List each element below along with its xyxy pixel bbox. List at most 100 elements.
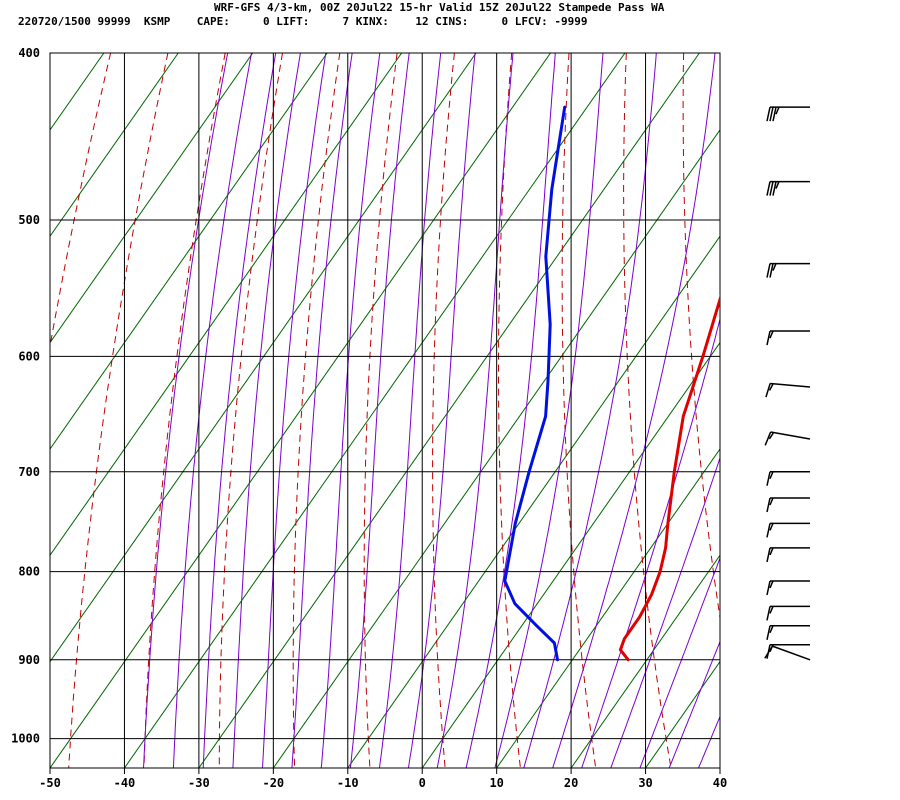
isotherm-line xyxy=(50,53,328,450)
temperature-line xyxy=(618,294,720,662)
dewpoint-line xyxy=(503,105,567,662)
wind-barb-feather xyxy=(769,625,774,634)
dry-adiabat-line xyxy=(143,53,226,768)
y-tick-label: 700 xyxy=(18,465,40,479)
wind-barb-feather xyxy=(769,106,774,122)
moist-adiabat-line xyxy=(232,53,301,768)
isotherm-line xyxy=(50,53,254,344)
isotherm-line xyxy=(570,554,720,768)
moist-adiabat-line xyxy=(143,53,229,768)
x-tick-label: 0 xyxy=(419,776,426,790)
wind-barb-feather xyxy=(766,523,771,538)
wind-barb-feather xyxy=(764,431,772,446)
dry-adiabat-line xyxy=(741,53,822,768)
wind-barb-feather xyxy=(766,181,771,196)
wind-barb-feather xyxy=(769,523,774,531)
y-tick-label: 500 xyxy=(18,213,40,227)
moist-adiabat-line xyxy=(465,53,556,768)
isotherm-line xyxy=(50,53,477,663)
wind-barb xyxy=(766,580,810,596)
isotherm-line xyxy=(272,129,720,768)
isotherm-line xyxy=(719,767,720,768)
moist-adiabat-line xyxy=(202,53,277,768)
isotherm-line xyxy=(50,53,105,131)
isotherm-line xyxy=(50,53,179,238)
dry-adiabat-line xyxy=(561,53,597,768)
isotherm-line xyxy=(198,53,700,768)
chart-header: WRF-GFS 4/3-km, 00Z 20Jul22 15-hr Valid … xyxy=(0,0,900,32)
x-tick-label: 40 xyxy=(713,776,727,790)
isotherm-line xyxy=(50,53,403,557)
x-tick-label: -50 xyxy=(39,776,61,790)
wind-barb-staff xyxy=(770,431,811,440)
moist-adiabat-line xyxy=(291,53,353,768)
moist-adiabat-line xyxy=(698,715,720,768)
wind-barb-feather xyxy=(765,383,771,398)
dry-adiabat-line xyxy=(623,53,672,768)
wind-barb-feather xyxy=(766,471,771,486)
wind-barb-feather xyxy=(766,263,771,278)
dry-adiabat-line xyxy=(682,53,720,622)
wind-barb-feather xyxy=(764,645,774,659)
wind-barb xyxy=(766,605,810,621)
wind-barb-feather xyxy=(775,181,780,189)
moist-adiabat-line xyxy=(639,556,720,768)
plot-frame xyxy=(49,52,721,769)
wind-barb-feather xyxy=(768,383,774,391)
isotherm-line xyxy=(794,53,900,768)
isotherm-line xyxy=(124,53,626,768)
x-tick-label: -30 xyxy=(188,776,210,790)
wind-barb-staff xyxy=(770,382,811,388)
moist-adiabat-line xyxy=(407,53,476,768)
moist-adiabat-line xyxy=(379,53,442,768)
wind-barb xyxy=(766,625,810,640)
x-tick-label: 30 xyxy=(638,776,652,790)
wind-barb-feather xyxy=(775,106,780,115)
moist-adiabat-line xyxy=(349,53,410,768)
dry-adiabat-lines xyxy=(50,53,900,768)
isotherm-line xyxy=(347,235,720,768)
y-tick-label: 600 xyxy=(18,349,40,363)
x-tick-label: 10 xyxy=(489,776,503,790)
wind-barb-feather xyxy=(772,106,777,122)
x-tick-label: -40 xyxy=(114,776,136,790)
wind-barb xyxy=(766,471,810,486)
wind-barb xyxy=(766,180,810,196)
grid-lines xyxy=(49,52,721,774)
y-tick-label: 1000 xyxy=(11,732,40,746)
y-tick-label: 400 xyxy=(18,46,40,60)
isotherm-line xyxy=(496,448,720,768)
wind-barb-staff xyxy=(772,645,811,661)
y-tick-label: 800 xyxy=(18,565,40,579)
moist-adiabat-line xyxy=(552,53,716,768)
dry-adiabat-line xyxy=(50,53,112,349)
wind-barb-feather xyxy=(769,497,774,506)
dry-adiabat-line xyxy=(498,53,521,768)
wind-barb-feather xyxy=(766,547,771,563)
moist-adiabat-line xyxy=(262,53,327,768)
axis-tick-labels: -50 -40 -30 -20 -10 0 10 20 30 40 400 500 600 700 800 9… xyxy=(11,46,727,790)
wind-barb-feather xyxy=(766,106,771,122)
wind-barb-feather xyxy=(766,497,771,513)
y-tick-label: 900 xyxy=(18,653,40,667)
wind-barb-feather xyxy=(769,330,774,339)
moist-adiabat-line xyxy=(494,53,604,768)
wind-barb xyxy=(766,547,810,563)
dry-adiabat-line xyxy=(292,53,341,768)
wind-barb-feather xyxy=(769,471,774,480)
dry-adiabat-line xyxy=(68,53,169,768)
moist-adiabat-line xyxy=(172,53,252,768)
isotherm-line xyxy=(50,53,551,768)
moist-adiabat-line xyxy=(320,53,381,768)
wind-barb-feather xyxy=(769,580,774,589)
dry-adiabat-line xyxy=(856,53,900,768)
x-tick-label: -20 xyxy=(262,776,284,790)
chart-title: WRF-GFS 4/3-km, 00Z 20Jul22 15-hr Valid … xyxy=(214,1,665,14)
wind-barb-feather xyxy=(766,606,771,621)
moist-adiabat-lines xyxy=(143,53,900,768)
moist-adiabat-line xyxy=(728,53,900,768)
wind-barb xyxy=(766,497,810,513)
wind-barb-feather xyxy=(768,432,775,440)
dry-adiabat-line xyxy=(218,53,283,768)
